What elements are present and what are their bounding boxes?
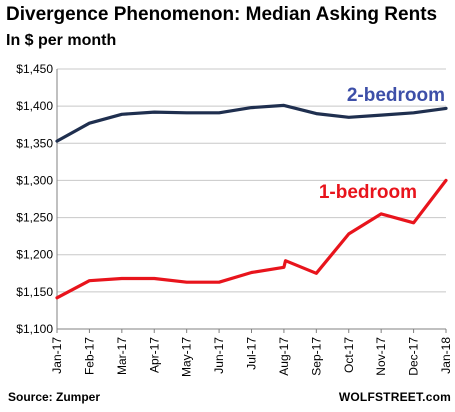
x-tick-label: Apr-17	[147, 337, 161, 373]
source-note: Source: Zumper	[8, 390, 101, 404]
y-tick-label: $1,100	[16, 322, 53, 336]
y-tick-label: $1,250	[16, 211, 53, 225]
y-tick-label: $1,300	[16, 173, 53, 187]
x-tick-label: Jul-17	[245, 337, 259, 370]
chart-subtitle: In $ per month	[6, 32, 117, 49]
chart-title: Divergence Phenomenon: Median Asking Ren…	[6, 4, 438, 25]
y-tick-label: $1,450	[16, 62, 53, 76]
x-tick-label: May-17	[180, 337, 194, 377]
x-tick-label: Nov-17	[374, 337, 388, 376]
x-tick-label: Mar-17	[115, 337, 129, 375]
y-tick-label: $1,400	[16, 99, 53, 113]
y-tick-label: $1,150	[16, 285, 53, 299]
x-tick-label: Jun-17	[212, 337, 226, 374]
series-label-2-bedroom: 2-bedroom	[347, 85, 445, 106]
series-label-1-bedroom: 1-bedroom	[319, 182, 417, 203]
series-line-1-bedroom	[55, 178, 448, 300]
series-line-2-bedroom	[55, 103, 448, 143]
y-tick-label: $1,200	[16, 248, 53, 262]
x-tick-label: Jan-18	[439, 337, 453, 374]
x-tick-label: Dec-17	[407, 337, 421, 376]
y-tick-label: $1,350	[16, 136, 53, 150]
brand-watermark: WOLFSTREET.com	[338, 390, 451, 404]
x-tick-label: Oct-17	[342, 337, 356, 373]
x-tick-label: Sep-17	[309, 337, 323, 376]
x-tick-label: Feb-17	[82, 337, 96, 375]
x-tick-label: Jan-17	[50, 337, 64, 374]
x-tick-label: Aug-17	[277, 337, 291, 376]
